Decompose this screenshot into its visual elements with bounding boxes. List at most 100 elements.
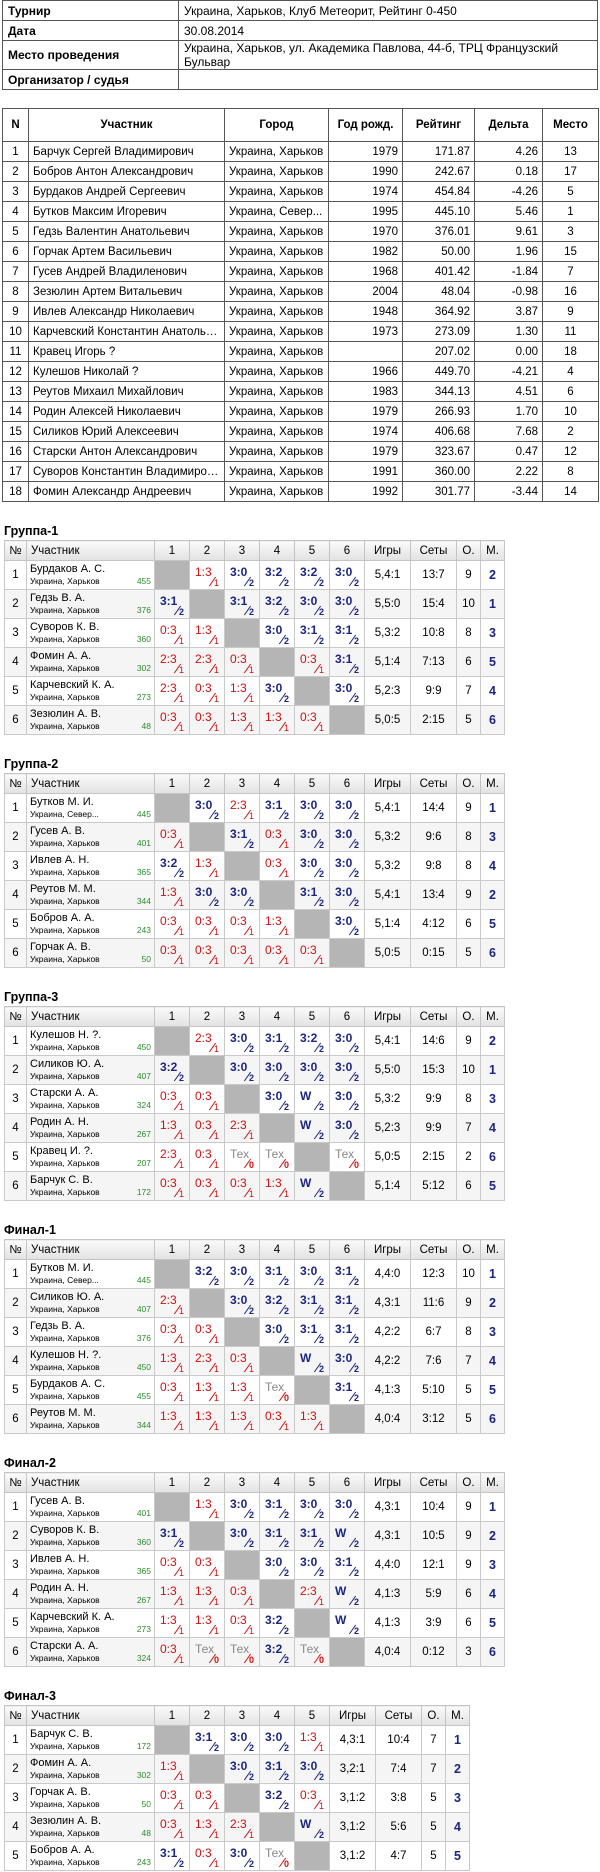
sets: 2:15 — [410, 705, 457, 735]
column-header: Игры — [364, 1239, 411, 1260]
match-result: 3:0 2 — [224, 560, 260, 590]
player-name: Фомин А. А. — [30, 1757, 92, 1769]
sets: 9:6 — [410, 822, 457, 852]
match-points: 1 — [248, 723, 254, 733]
cell: 3 — [2, 181, 29, 202]
diagonal-cell — [259, 1579, 295, 1609]
match-score: 0:3 — [300, 943, 317, 957]
column-header: Сеты — [410, 1006, 457, 1027]
match-result: 0:3 1 — [154, 1783, 190, 1813]
player-name: Реутов М. М. — [30, 883, 96, 895]
cell: Силиков Юрий Алексеевич — [28, 421, 225, 442]
player-city: Украина, Харьков — [30, 1129, 100, 1139]
match-points: 2 — [248, 578, 254, 588]
cell: Зезюлин Артем Витальевич — [28, 281, 225, 302]
match-score: 3:0 — [230, 1060, 248, 1074]
cell: Украина, Харьков — [224, 341, 329, 362]
diagonal-cell — [224, 1317, 260, 1347]
points: 7 — [421, 1754, 446, 1784]
column-header: Участник — [28, 108, 225, 142]
match-score: 3:0 — [195, 885, 213, 899]
match-score: 3:1 — [335, 1322, 353, 1336]
player-info: Украина, Харьков 376 — [30, 605, 151, 616]
match-result: 0:3 1 — [259, 938, 295, 968]
row-number: 3 — [4, 1550, 27, 1580]
match-score: 1:3 — [230, 710, 247, 724]
player-city: Украина, Харьков — [30, 1391, 100, 1401]
player-name: Гусев А. В. — [30, 825, 85, 837]
match-result: 3:0 2 — [329, 822, 365, 852]
player-row: 6 Зезюлин А. В. Украина, Харьков 48 0:3 1 0:3 1… — [4, 705, 505, 735]
games: 4,3:1 — [329, 1725, 376, 1755]
player-row: 4 Реутов М. М. Украина, Харьков 344 1:3 1 3:0 2… — [4, 880, 505, 910]
match-result: 0:3 1 — [189, 1084, 225, 1114]
games: 3,1:2 — [329, 1783, 376, 1813]
match-score: 3:0 — [300, 594, 318, 608]
match-points: 1 — [178, 1364, 184, 1374]
place: 4 — [445, 1812, 470, 1842]
participant-row: 2 Бобров Антон Александрович Украина, Харь… — [2, 161, 599, 182]
player-city: Украина, Харьков — [30, 1595, 100, 1605]
diagonal-cell — [294, 1142, 330, 1172]
place: 1 — [445, 1725, 470, 1755]
player-info: Украина, Харьков 48 — [30, 1828, 151, 1839]
diagonal-cell — [224, 851, 260, 881]
player-name: Силиков Ю. А. — [30, 1291, 105, 1303]
place: 2 — [480, 1521, 505, 1551]
player-rating: 376 — [136, 1333, 151, 1343]
match-points: 2 — [318, 1073, 324, 1083]
cell: Карчевский Константин Анатолье... — [28, 321, 225, 342]
match-score: Тех — [230, 1147, 250, 1161]
group-title: Финал-3 — [4, 1689, 56, 1703]
match-points: 2 — [353, 840, 359, 850]
games: 5,3:2 — [364, 618, 411, 648]
match-score: 0:3 — [195, 1118, 212, 1132]
match-points: 1 — [248, 1597, 254, 1607]
diagonal-cell — [189, 589, 225, 619]
player-row: 3 Старски А. А. Украина, Харьков 324 0:3 1 0:3… — [4, 1084, 505, 1114]
match-result: 1:3 1 — [224, 1404, 260, 1434]
place: 3 — [480, 618, 505, 648]
player-info: Украина, Харьков 243 — [30, 925, 151, 936]
cell: 17 — [542, 161, 599, 182]
match-points: 2 — [318, 1364, 324, 1374]
match-score: 3:0 — [265, 623, 283, 637]
standings-table: № Участник 1 2 3 4 5 Игры Сеты О. М. 1 Барчук С. В. У… — [4, 1705, 470, 1871]
match-result: 3:1 2 — [329, 647, 365, 677]
points: 7 — [456, 676, 481, 706]
match-score: 3:1 — [300, 1293, 318, 1307]
match-result: Тех 0 — [259, 1841, 295, 1871]
player-city: Украина, Харьков — [30, 1333, 100, 1343]
match-points: 2 — [283, 694, 289, 704]
player: Реутов М. М. Украина, Харьков 344 — [26, 1404, 155, 1434]
cell: 10 — [2, 321, 29, 342]
match-score: 3:0 — [300, 1759, 318, 1773]
match-score: 3:0 — [335, 827, 353, 841]
match-result: 1:3 1 — [259, 705, 295, 735]
column-header: Игры — [364, 773, 411, 794]
sets: 9:9 — [410, 1113, 457, 1143]
match-score: 3:0 — [300, 1497, 318, 1511]
info-label: Дата — [2, 20, 179, 41]
player-city: Украина, Харьков — [30, 896, 100, 906]
column-header: Участник — [26, 1006, 155, 1027]
games: 4,1:3 — [364, 1608, 411, 1638]
points: 6 — [456, 647, 481, 677]
match-score: 0:3 — [230, 943, 247, 957]
match-points: 1 — [178, 1335, 184, 1345]
player: Карчевский К. А. Украина, Харьков 273 — [26, 676, 155, 706]
match-result: 0:3 1 — [189, 1783, 225, 1813]
cell: 2 — [542, 421, 599, 442]
player-info: Украина, Харьков 172 — [30, 1741, 151, 1752]
column-header: № — [4, 773, 27, 794]
place: 2 — [480, 560, 505, 590]
participant-row: 13 Реутов Михаил Михайлович Украина, Харьк… — [2, 381, 599, 402]
match-points: 2 — [353, 811, 359, 821]
column-header: М. — [480, 773, 505, 794]
match-score: 1:3 — [265, 914, 282, 928]
cell: Бобров Антон Александрович — [28, 161, 225, 182]
place: 4 — [480, 851, 505, 881]
match-score: 1:3 — [160, 1584, 177, 1598]
match-points: 2 — [213, 1743, 219, 1753]
